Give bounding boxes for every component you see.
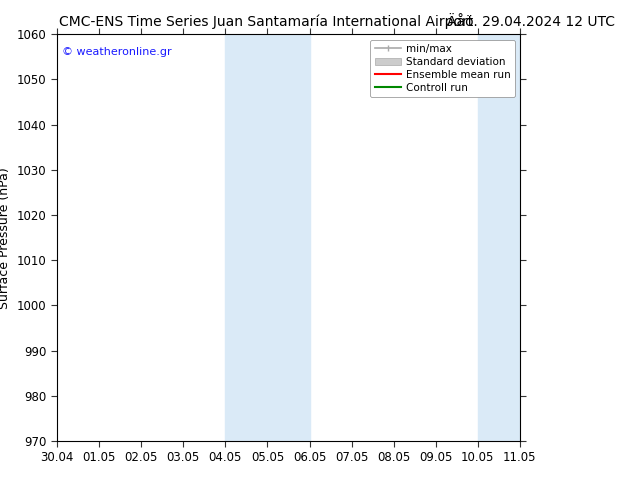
Bar — [478, 34, 562, 441]
Y-axis label: Surface Pressure (hPa): Surface Pressure (hPa) — [0, 167, 11, 309]
Text: Äåö. 29.04.2024 12 UTC: Äåö. 29.04.2024 12 UTC — [447, 15, 615, 29]
Legend: min/max, Standard deviation, Ensemble mean run, Controll run: min/max, Standard deviation, Ensemble me… — [370, 40, 515, 97]
Text: © weatheronline.gr: © weatheronline.gr — [61, 47, 171, 56]
Bar — [225, 34, 309, 441]
Text: CMC-ENS Time Series Juan Santamaría International Airport: CMC-ENS Time Series Juan Santamaría Inte… — [59, 15, 474, 29]
